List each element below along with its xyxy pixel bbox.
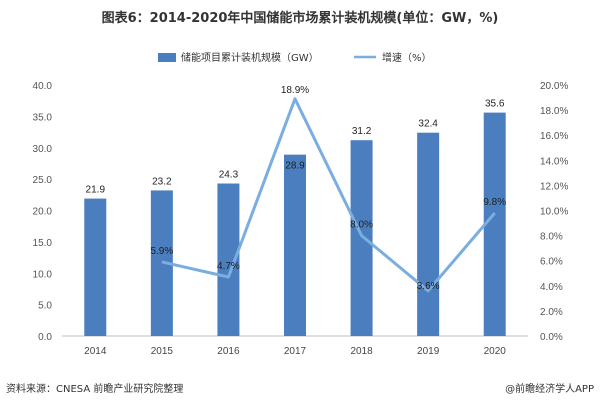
bar-value-label: 28.9 xyxy=(285,161,305,172)
right-tick-label: 8.0% xyxy=(540,232,563,243)
bars: 21.9 23.2 24.3 28.9 31.2 32.4 35.6 xyxy=(84,99,506,336)
growth-line-path xyxy=(161,97,496,293)
bar xyxy=(217,183,240,336)
right-tick-label: 6.0% xyxy=(540,257,563,268)
legend: 储能项目累计装机规模（GW） 增速（%） xyxy=(158,51,432,64)
right-tick-label: 2.0% xyxy=(540,307,563,318)
bar-value-label: 35.6 xyxy=(485,99,505,110)
bar-value-label: 24.3 xyxy=(219,170,239,181)
legend-bar-label: 储能项目累计装机规模（GW） xyxy=(181,51,319,64)
left-tick-label: 35.0 xyxy=(33,112,53,123)
bar xyxy=(284,154,306,336)
right-axis: 0.0% 2.0% 4.0% 6.0% 8.0% 10.0% 12.0% 14.0% 16.0%… xyxy=(540,81,568,343)
right-tick-label: 18.0% xyxy=(540,106,568,117)
growth-value-label: 18.9% xyxy=(281,85,309,96)
bar-value-label: 31.2 xyxy=(352,126,372,137)
bar-value-label: 21.9 xyxy=(86,185,106,196)
x-tick-label: 2014 xyxy=(84,346,107,357)
bar-value-label: 32.4 xyxy=(418,119,438,130)
right-tick-label: 20.0% xyxy=(540,81,568,92)
bar-value-label: 23.2 xyxy=(152,176,172,187)
growth-value-label: 5.9% xyxy=(150,246,173,257)
x-tick-label: 2015 xyxy=(151,346,174,357)
x-tick-label: 2016 xyxy=(217,346,240,357)
right-tick-label: 10.0% xyxy=(540,207,568,218)
growth-value-label: 3.6% xyxy=(417,281,440,292)
right-tick-label: 14.0% xyxy=(540,156,568,167)
right-tick-label: 0.0% xyxy=(540,332,563,343)
left-tick-label: 5.0 xyxy=(38,301,52,312)
x-axis: 2014 2015 2016 2017 2018 2019 2020 xyxy=(84,346,506,357)
chart-title: 图表6：2014-2020年中国储能市场累计装机规模(单位：GW，%) xyxy=(102,10,499,26)
left-tick-label: 40.0 xyxy=(33,81,53,92)
right-tick-label: 4.0% xyxy=(540,282,563,293)
bar xyxy=(350,140,373,336)
bar xyxy=(84,198,107,336)
bar xyxy=(417,132,440,336)
x-tick-label: 2019 xyxy=(417,346,440,357)
left-axis: 0.0 5.0 10.0 15.0 20.0 25.0 30.0 35.0 40.0 xyxy=(33,81,53,343)
source-note: 资料来源：CNESA 前瞻产业研究院整理 xyxy=(6,382,183,395)
x-tick-label: 2018 xyxy=(350,346,373,357)
legend-bar-swatch xyxy=(158,53,176,62)
left-tick-label: 10.0 xyxy=(33,269,53,280)
x-tick-label: 2020 xyxy=(484,346,507,357)
growth-line: 5.9% 4.7% 18.9% 8.0% 3.6% 9.8% xyxy=(150,85,506,293)
growth-value-label: 9.8% xyxy=(483,197,506,208)
left-tick-label: 0.0 xyxy=(38,332,52,343)
left-tick-label: 25.0 xyxy=(33,175,53,186)
brand-label: @前瞻经济学人APP xyxy=(505,382,594,395)
left-tick-label: 20.0 xyxy=(33,207,53,218)
growth-value-label: 4.7% xyxy=(217,261,240,272)
legend-line-label: 增速（%） xyxy=(382,51,432,64)
left-tick-label: 15.0 xyxy=(33,238,53,249)
right-tick-label: 12.0% xyxy=(540,181,568,192)
x-tick-label: 2017 xyxy=(284,346,307,357)
left-tick-label: 30.0 xyxy=(33,144,53,155)
bar xyxy=(483,112,506,336)
right-tick-label: 16.0% xyxy=(540,131,568,142)
growth-value-label: 8.0% xyxy=(350,220,373,231)
